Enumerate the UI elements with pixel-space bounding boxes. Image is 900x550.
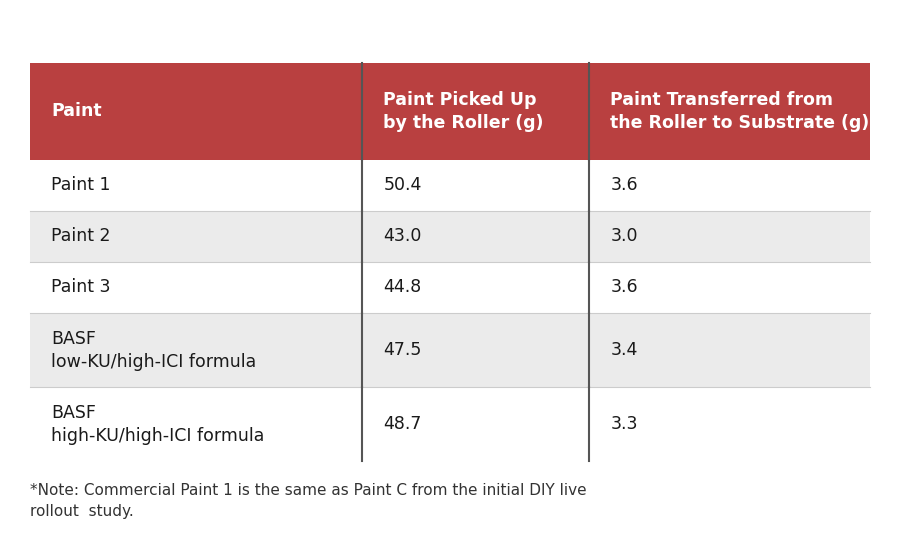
- Bar: [30, 211, 362, 262]
- Text: Paint 1: Paint 1: [51, 176, 111, 194]
- Bar: [362, 63, 589, 160]
- Text: Paint Transferred from
the Roller to Substrate (g): Paint Transferred from the Roller to Sub…: [610, 91, 869, 132]
- Text: Paint 2: Paint 2: [51, 227, 111, 245]
- Text: Paint Picked Up
by the Roller (g): Paint Picked Up by the Roller (g): [383, 91, 544, 132]
- Text: 48.7: 48.7: [383, 415, 422, 433]
- Bar: [30, 387, 362, 461]
- Text: *Note: Commercial Paint 1 is the same as Paint C from the initial DIY live
rollo: *Note: Commercial Paint 1 is the same as…: [30, 483, 586, 519]
- Bar: [30, 63, 362, 160]
- Bar: [30, 262, 362, 313]
- Text: Paint 3: Paint 3: [51, 278, 111, 296]
- Bar: [362, 160, 589, 211]
- Bar: [362, 387, 589, 461]
- Text: BASF
high-KU/high-ICI formula: BASF high-KU/high-ICI formula: [51, 404, 265, 445]
- Bar: [30, 313, 362, 387]
- Bar: [589, 160, 870, 211]
- Bar: [30, 160, 362, 211]
- Text: 47.5: 47.5: [383, 341, 422, 359]
- Text: 43.0: 43.0: [383, 227, 422, 245]
- Bar: [589, 262, 870, 313]
- Bar: [362, 262, 589, 313]
- Bar: [589, 313, 870, 387]
- Text: 3.6: 3.6: [610, 176, 638, 194]
- Text: 3.4: 3.4: [610, 341, 638, 359]
- Text: 50.4: 50.4: [383, 176, 422, 194]
- Text: 3.3: 3.3: [610, 415, 638, 433]
- Bar: [589, 63, 870, 160]
- Text: 44.8: 44.8: [383, 278, 421, 296]
- Text: BASF
low-KU/high-ICI formula: BASF low-KU/high-ICI formula: [51, 329, 256, 371]
- Bar: [589, 387, 870, 461]
- Bar: [362, 313, 589, 387]
- Bar: [589, 211, 870, 262]
- Text: 3.0: 3.0: [610, 227, 638, 245]
- Text: Paint: Paint: [51, 102, 102, 120]
- Text: 3.6: 3.6: [610, 278, 638, 296]
- Bar: [362, 211, 589, 262]
